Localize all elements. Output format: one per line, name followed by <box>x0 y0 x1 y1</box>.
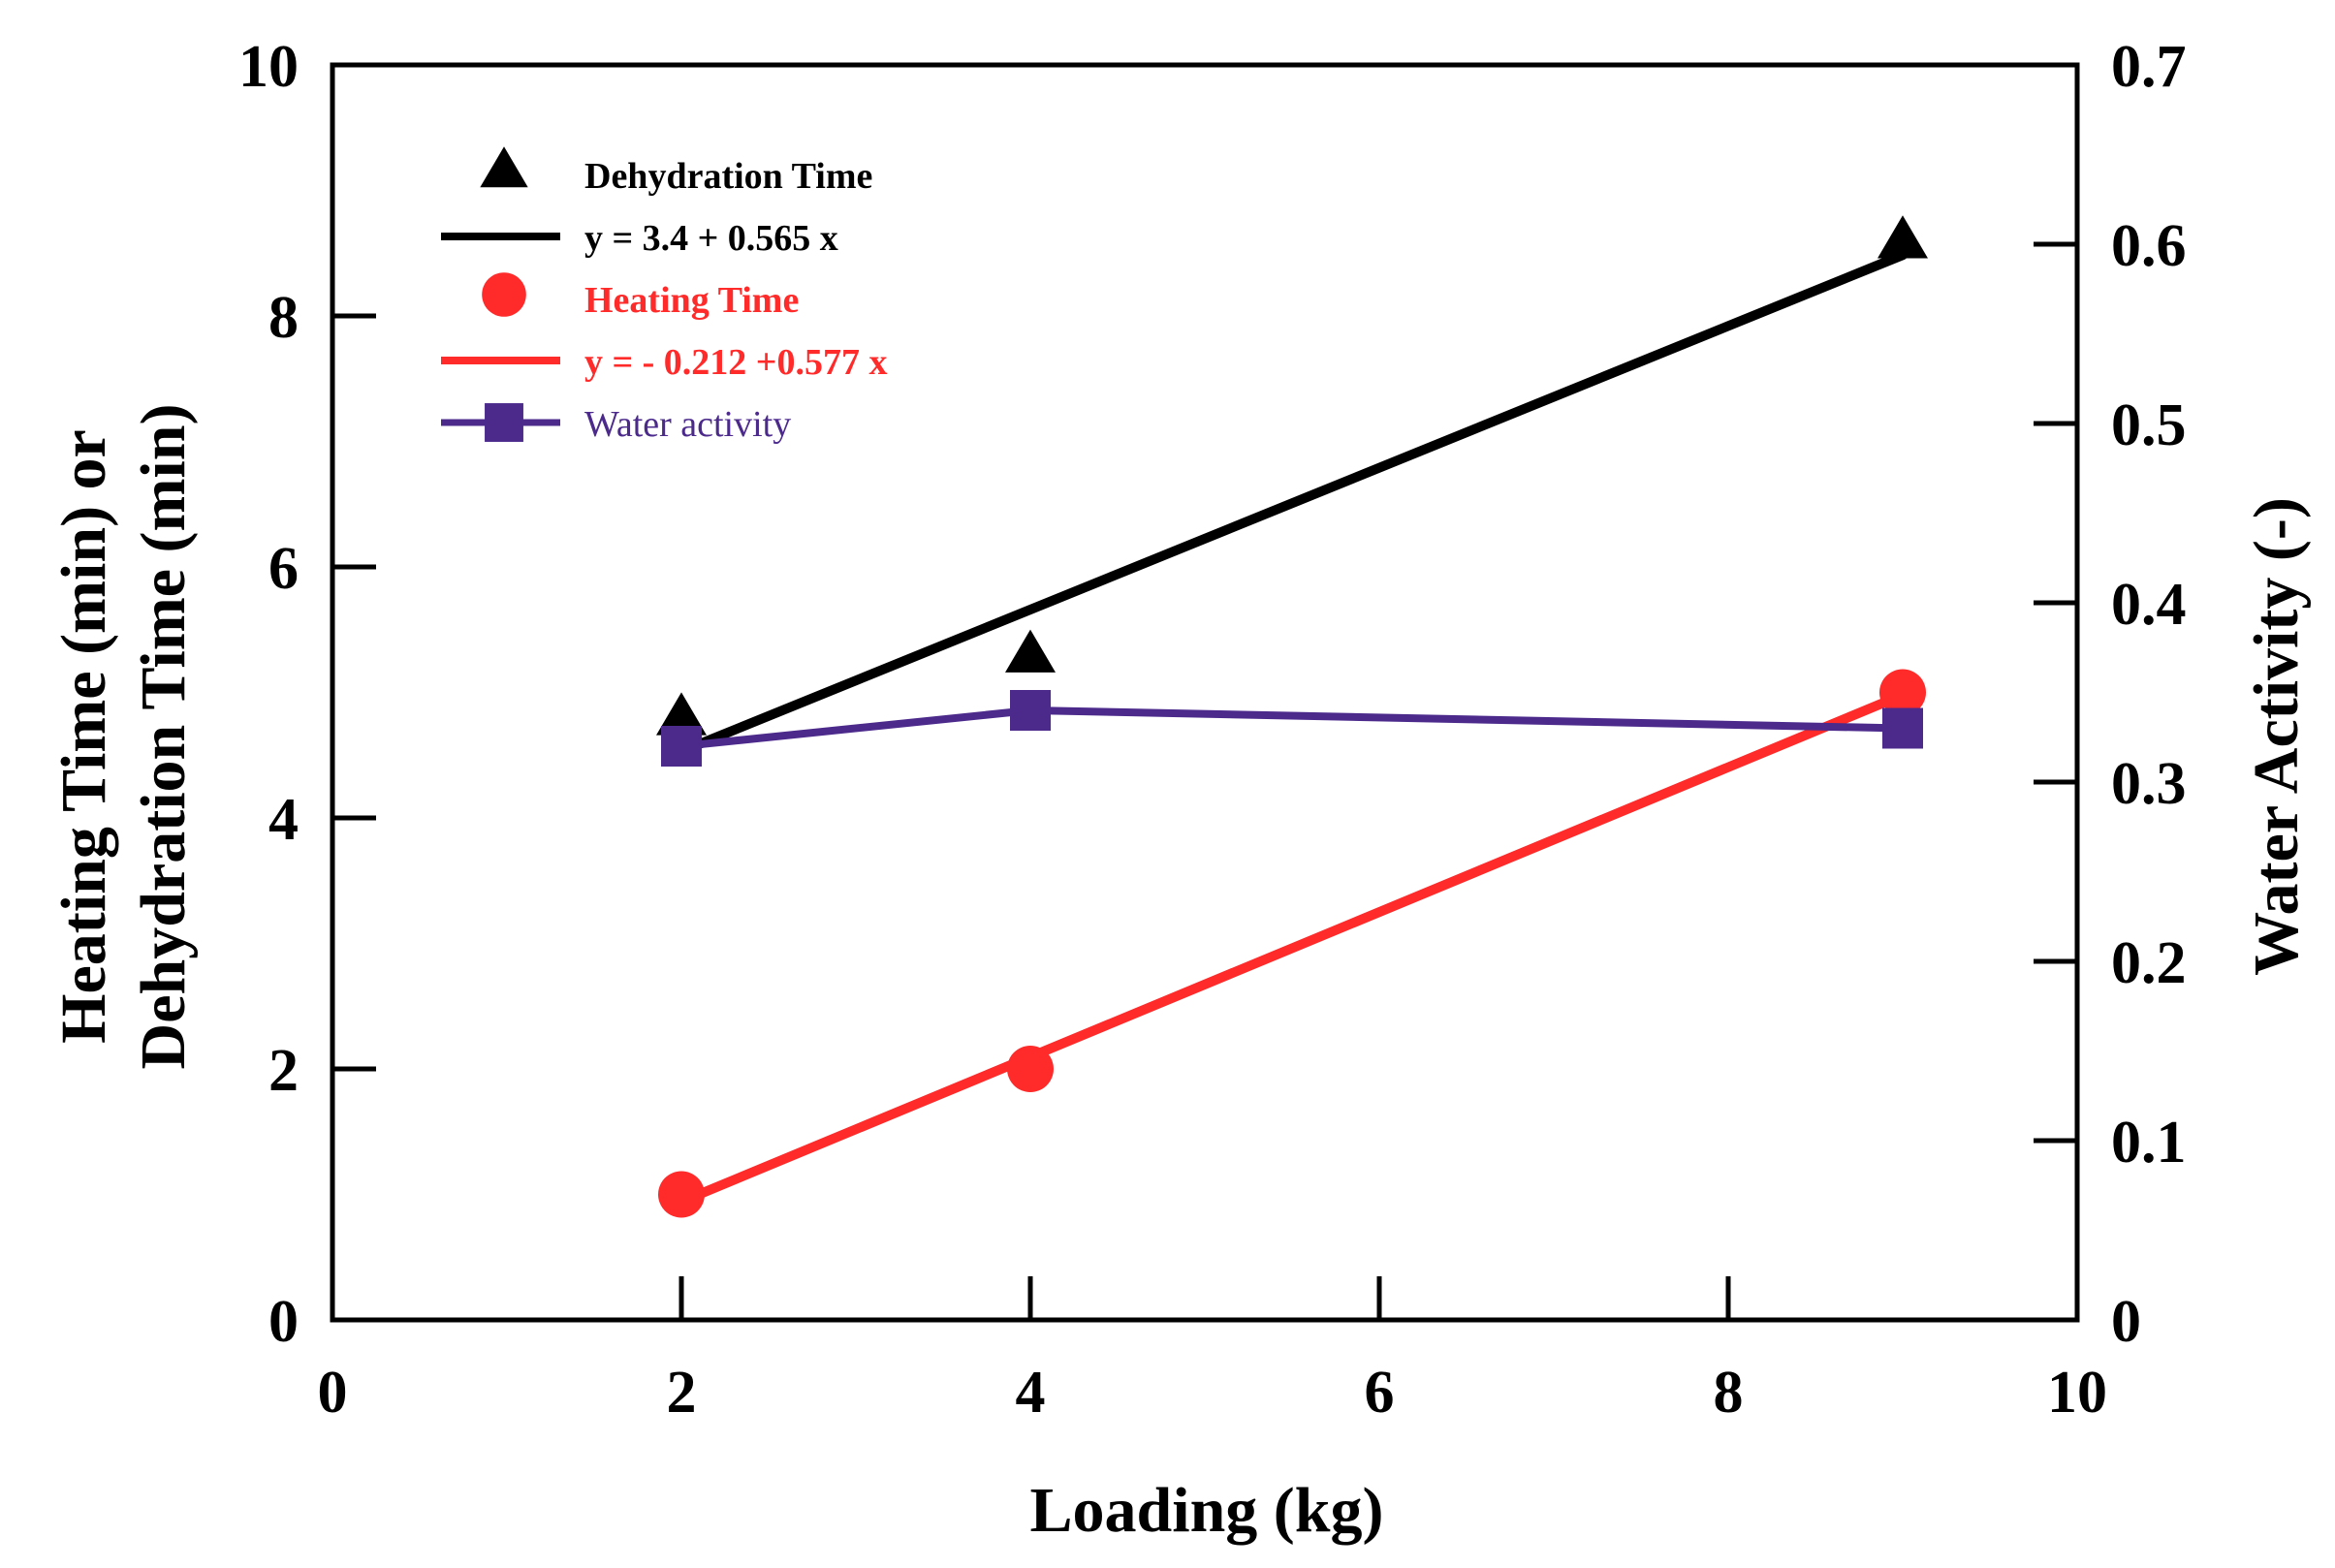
legend-entry-2-label: y = 3.4 + 0.565 x <box>584 218 838 259</box>
x-tick-label-8: 8 <box>1714 1360 1744 1426</box>
heating-time-point-3 <box>1879 669 1926 716</box>
y-left-tick-label-8: 8 <box>268 285 299 351</box>
x-axis-title: Loading (kg) <box>1030 1475 1384 1546</box>
y-left-tick-label-10: 10 <box>238 34 299 100</box>
y-right-tick-label-5: 0.5 <box>2111 392 2187 458</box>
legend-entry-3: Heating Time <box>482 272 799 321</box>
y-right-tick-label-7: 0.7 <box>2111 34 2187 100</box>
dehydration-time-point-3 <box>1877 215 1928 259</box>
y-right-tick-label-2: 0.2 <box>2111 930 2187 996</box>
water-activity-point-1 <box>661 726 702 767</box>
y-right-tick-label-3: 0.3 <box>2111 751 2187 817</box>
legend-entry-3-label: Heating Time <box>584 280 799 321</box>
legend-entry-4-label: y = - 0.212 +0.577 x <box>584 342 887 383</box>
y-right-tick-label-4: 0.4 <box>2111 572 2187 638</box>
y-left-axis-title-line2: Dehydration Time (min) <box>128 404 199 1070</box>
fit-line-2 <box>677 689 1908 1207</box>
x-tick-label-2: 2 <box>667 1360 697 1426</box>
legend-entry-5-label: Water activity <box>584 404 791 445</box>
water-activity-point-3 <box>1882 707 1923 749</box>
legend-entry-5-symbol <box>485 403 523 442</box>
y-left-tick-label-4: 4 <box>268 787 299 853</box>
legend-entry-1-symbol <box>480 146 528 188</box>
legend-entry-1: Dehydration Time <box>480 146 872 197</box>
y-left-axis-title-line1: Heating Time (min) or <box>48 429 119 1044</box>
dehydration-time-point-2 <box>1005 629 1056 673</box>
heating-time-point-2 <box>1007 1046 1054 1092</box>
x-tick-label-0: 0 <box>318 1360 348 1426</box>
legend-entry-4: y = - 0.212 +0.577 x <box>441 342 887 383</box>
water-activity-line <box>680 706 1904 750</box>
y-left-tick-label-6: 6 <box>268 536 299 602</box>
heating-time-point-1 <box>658 1171 705 1218</box>
y-right-tick-label-0: 0 <box>2111 1289 2141 1355</box>
water-activity-point-2 <box>1010 690 1051 731</box>
plot-frame <box>330 62 2080 1323</box>
legend-entry-1-label: Dehydration Time <box>584 156 872 197</box>
x-tick-label-6: 6 <box>1365 1360 1395 1426</box>
y-right-axis-title: Water Activity (-) <box>2241 497 2312 976</box>
x-tick-label-10: 10 <box>2047 1360 2107 1426</box>
series-layer <box>656 215 1928 1218</box>
y-right-tick-label-6: 0.6 <box>2111 213 2187 279</box>
legend-entry-5: Water activity <box>441 403 791 445</box>
y-left-tick-label-2: 2 <box>268 1038 299 1104</box>
legend: Dehydration Time y = 3.4 + 0.565 x Heating… <box>441 146 887 445</box>
dehydration-time-point-1 <box>656 692 707 736</box>
y-left-tick-label-0: 0 <box>268 1289 299 1355</box>
legend-entry-3-symbol <box>482 272 526 317</box>
fit-line-1 <box>677 250 1908 757</box>
y-right-tick-label-1: 0.1 <box>2111 1110 2187 1176</box>
x-tick-label-4: 4 <box>1016 1360 1046 1426</box>
legend-entry-2: y = 3.4 + 0.565 x <box>441 218 838 259</box>
